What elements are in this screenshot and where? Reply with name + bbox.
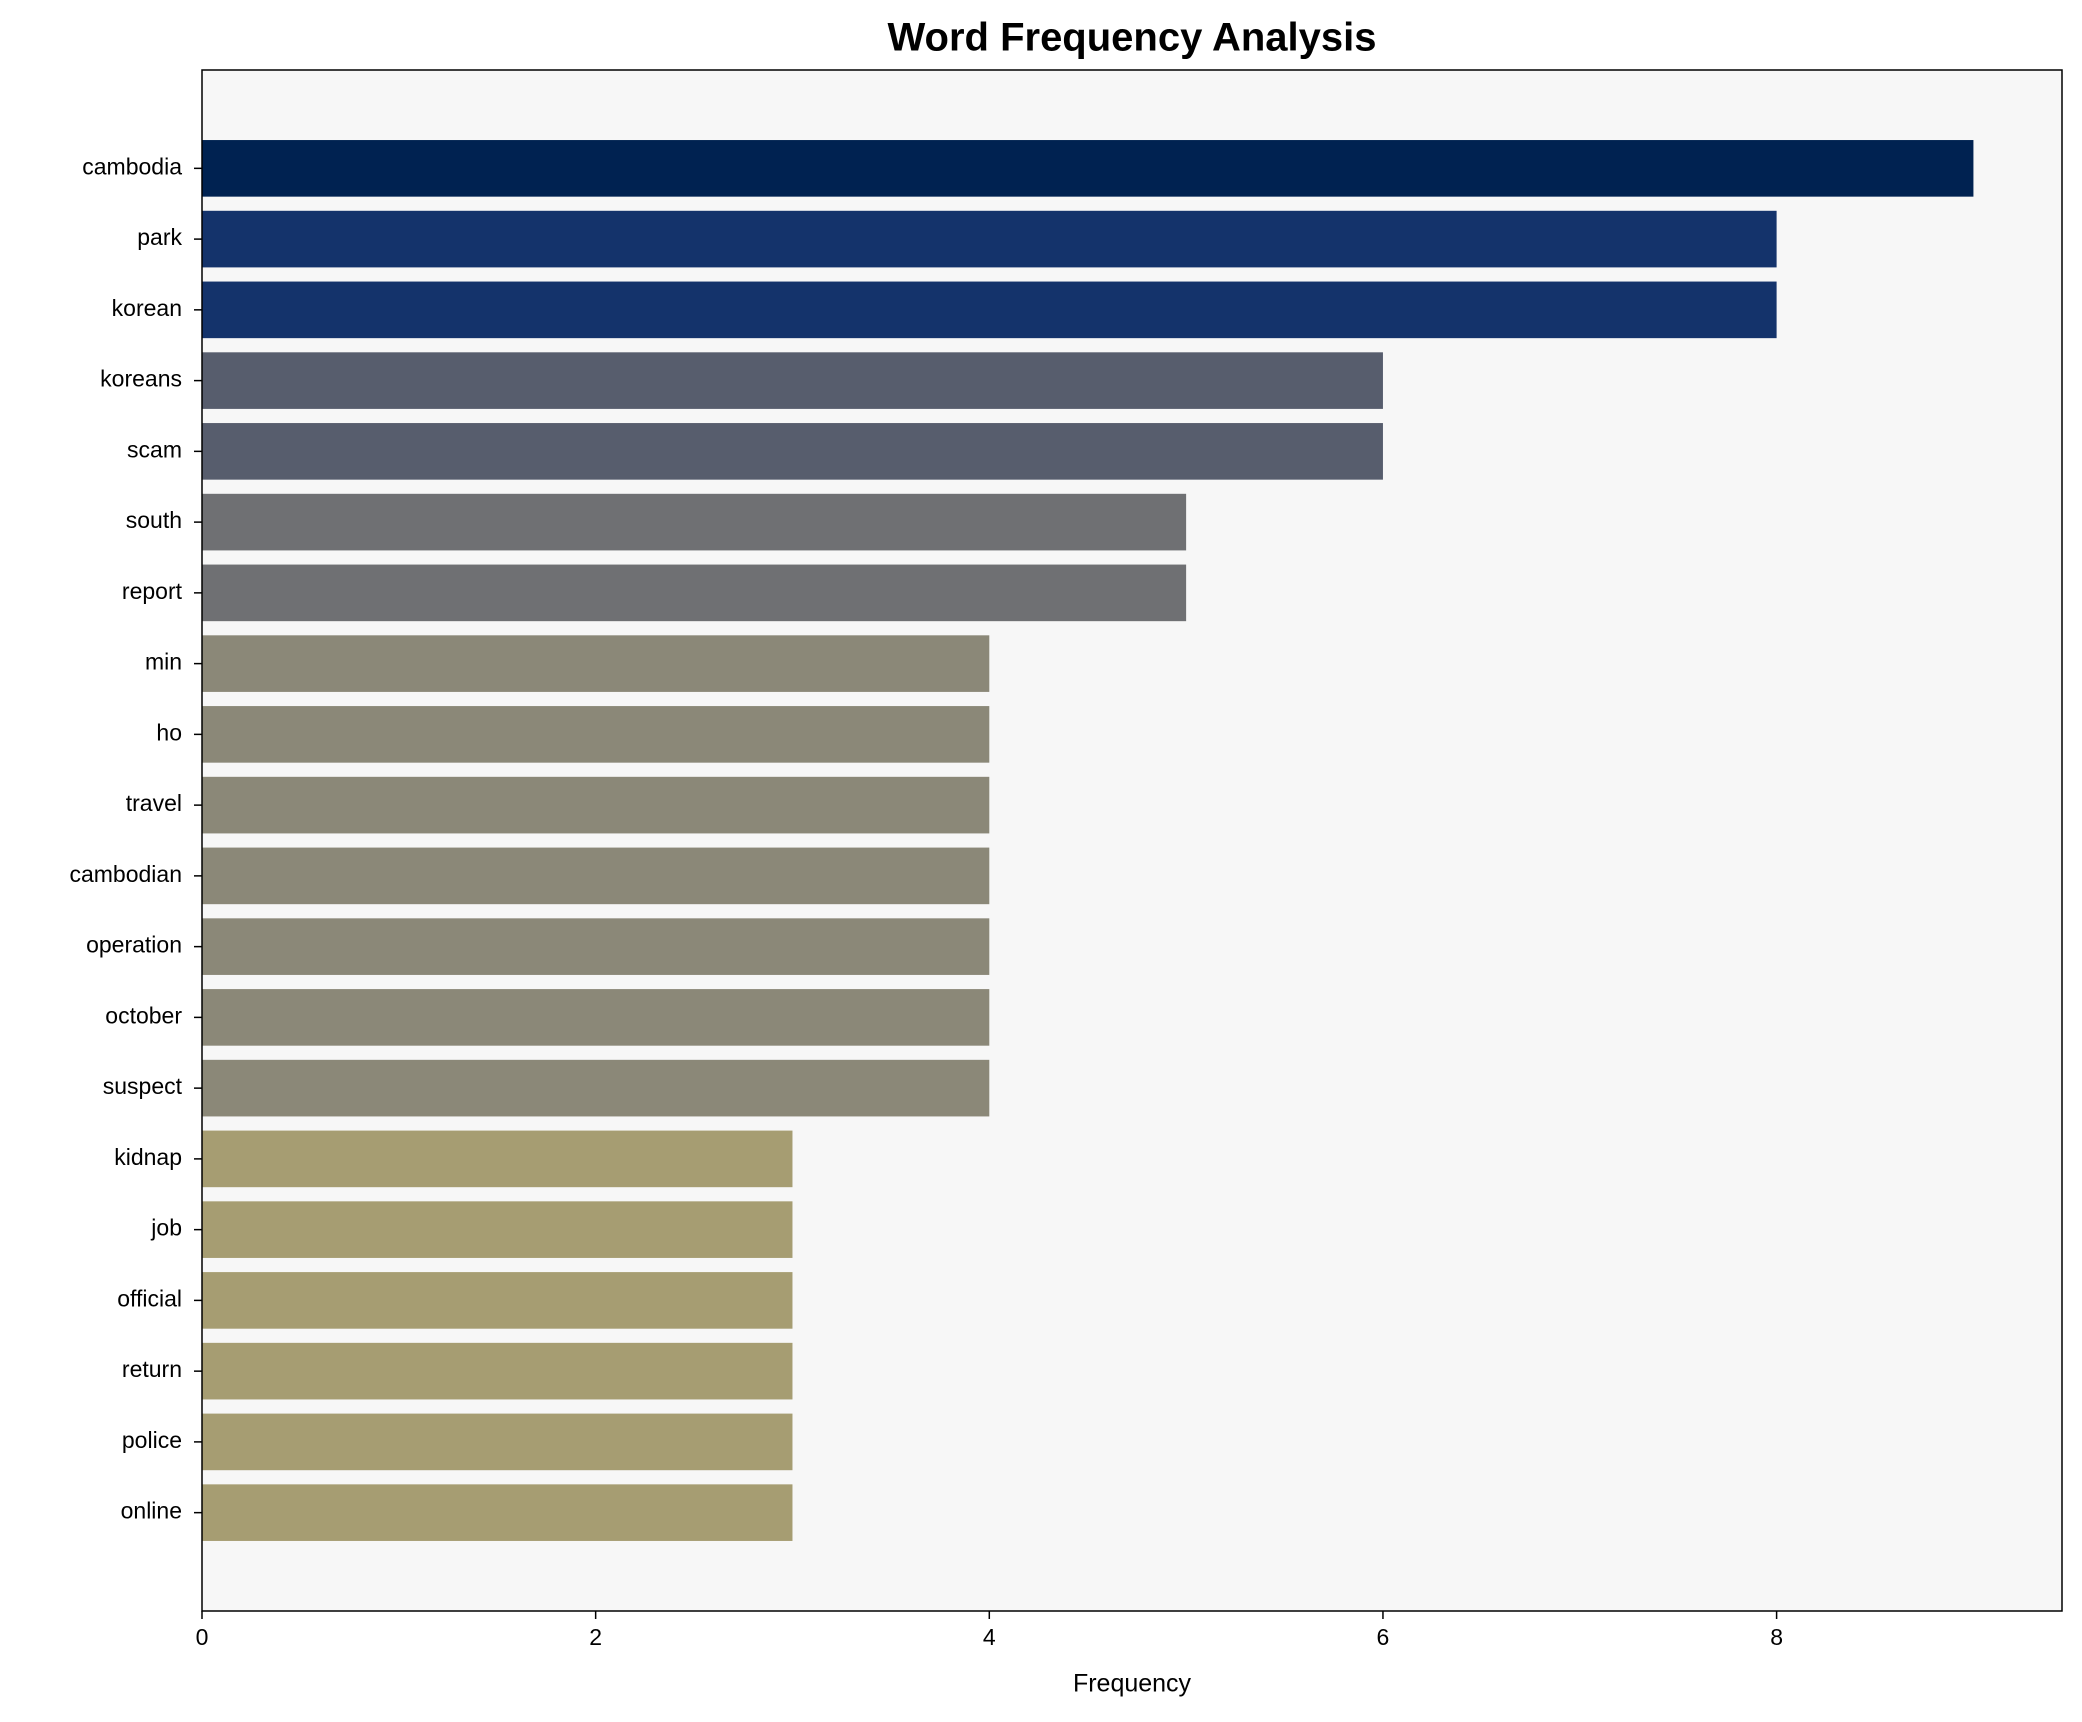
bar [202,1130,793,1188]
bar [202,1413,793,1471]
bar [202,918,990,975]
bar [202,776,990,834]
bar [202,1201,793,1258]
y-tick-label: korean [112,295,182,321]
y-tick-label: official [117,1285,182,1311]
x-tick-label: 6 [1377,1624,1390,1650]
plot-frame [201,69,2063,1612]
y-tick-label: south [126,507,182,533]
y-tick-label: october [105,1002,182,1028]
y-tick-label: koreans [100,366,182,392]
y-tick-label: suspect [103,1073,183,1099]
bar [202,352,1383,409]
x-tick-label: 0 [196,1624,209,1650]
chart-title: Word Frequency Analysis [887,16,1376,60]
bar [202,564,1187,622]
bar [202,1484,793,1541]
x-tick-label: 8 [1770,1624,1783,1650]
y-tick-label: police [122,1427,182,1453]
bar [202,281,1777,339]
bar [202,493,1187,551]
y-tick-label: park [137,224,182,250]
bar [202,1342,793,1400]
y-tick-label: scam [127,436,182,462]
bar [202,635,990,692]
x-axis-label: Frequency [1073,1670,1192,1698]
bar [202,706,990,763]
bar [202,989,990,1046]
y-tick-label: report [122,578,183,604]
y-tick-label: cambodia [82,153,182,179]
bar [202,140,1974,197]
y-tick-label: return [122,1356,182,1382]
y-tick-label: online [121,1498,182,1524]
y-tick-label: kidnap [114,1144,182,1170]
bar [202,210,1777,268]
y-tick-label: travel [126,790,182,816]
y-tick-label: operation [86,932,182,958]
bar [202,423,1383,480]
y-tick-label: min [145,649,182,675]
x-tick-label: 4 [983,1624,996,1650]
bar [202,1059,990,1117]
y-tick-label: ho [156,719,182,745]
bar [202,1272,793,1329]
x-tick-label: 2 [589,1624,602,1650]
y-tick-label: job [150,1215,182,1241]
bar [202,847,990,905]
y-tick-label: cambodian [69,861,182,887]
